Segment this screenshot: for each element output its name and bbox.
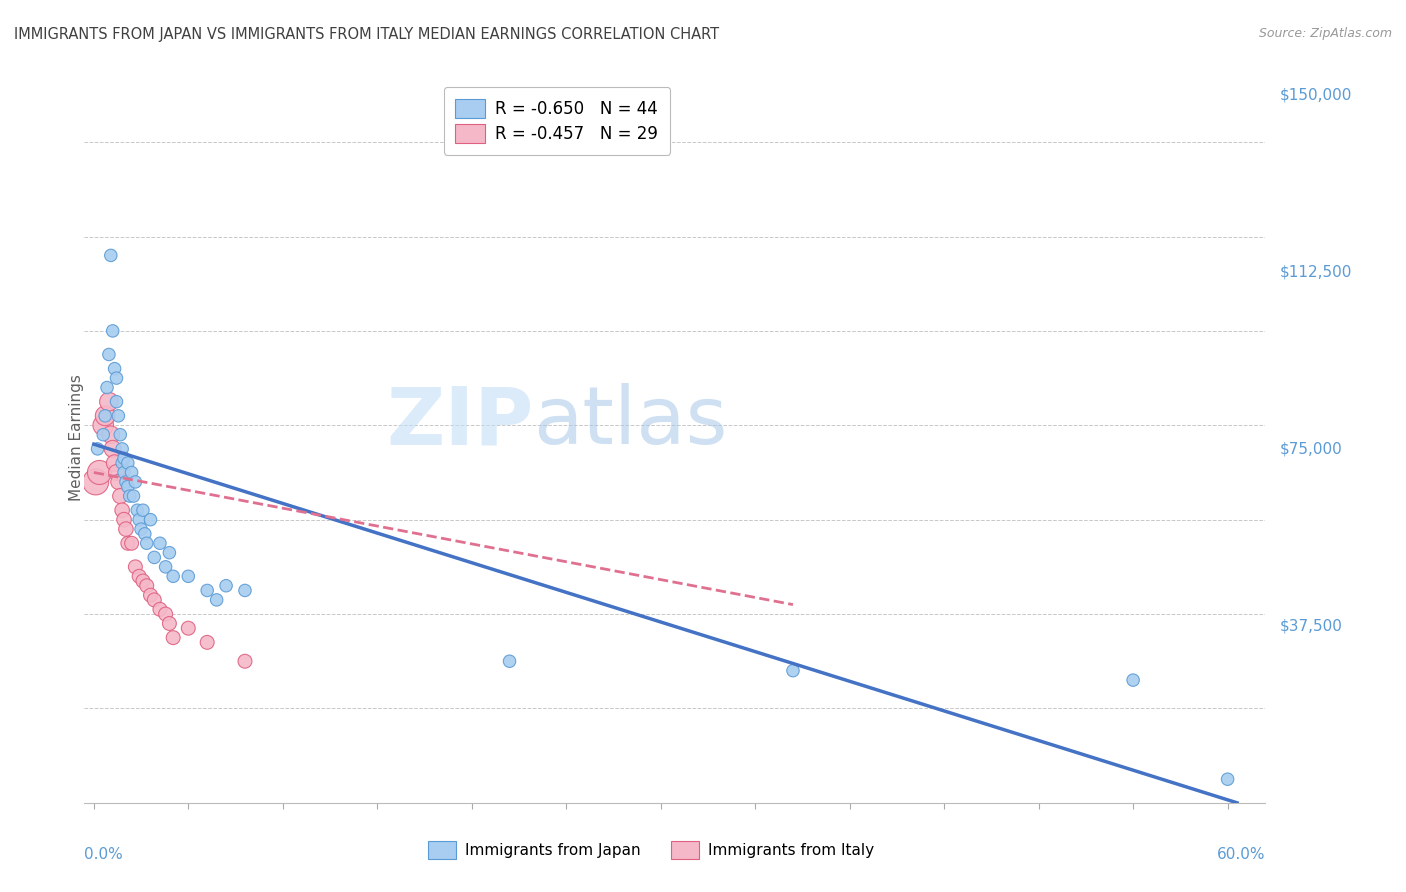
Point (143, 550, 166, 565)
Point (128, 513, 150, 527)
Point (122, 489, 145, 503)
Point (111, 503, 134, 517)
Text: IMMIGRANTS FROM JAPAN VS IMMIGRANTS FROM ITALY MEDIAN EARNINGS CORRELATION CHART: IMMIGRANTS FROM JAPAN VS IMMIGRANTS FROM… (14, 27, 720, 42)
Point (177, 569, 200, 583)
Point (195, 583, 218, 598)
Point (104, 456, 127, 470)
Text: atlas: atlas (533, 384, 727, 461)
Text: 0.0%: 0.0% (84, 847, 124, 862)
Point (205, 593, 228, 607)
Point (135, 536, 157, 550)
Point (84, 475, 107, 489)
Point (1216, 772, 1239, 787)
Point (195, 635, 218, 649)
Point (129, 522, 152, 536)
Text: $37,500: $37,500 (1279, 618, 1343, 633)
Text: Source: ZipAtlas.com: Source: ZipAtlas.com (1258, 27, 1392, 40)
Point (97, 394, 120, 409)
Point (115, 522, 138, 536)
Point (498, 654, 520, 668)
Point (105, 394, 128, 409)
Point (233, 583, 256, 598)
Point (115, 475, 138, 489)
Point (104, 361, 127, 376)
Point (86, 442, 108, 456)
Y-axis label: Median Earnings: Median Earnings (69, 374, 83, 500)
Point (782, 664, 804, 678)
Point (111, 442, 134, 456)
Point (110, 427, 132, 442)
Point (121, 466, 143, 480)
Point (111, 456, 134, 470)
Point (107, 475, 129, 489)
Point (101, 442, 124, 456)
Point (155, 607, 177, 621)
Point (110, 489, 132, 503)
Point (100, 427, 122, 442)
Point (162, 569, 184, 583)
Point (127, 503, 149, 517)
Point (149, 602, 172, 616)
Point (89, 466, 111, 480)
Point (157, 616, 180, 631)
Text: ZIP: ZIP (385, 384, 533, 461)
Point (128, 569, 150, 583)
Point (118, 489, 141, 503)
Point (107, 409, 129, 423)
Point (112, 466, 135, 480)
Point (97, 347, 120, 361)
Point (105, 371, 128, 385)
Point (117, 456, 139, 470)
Point (121, 536, 143, 550)
Point (101, 324, 124, 338)
Point (112, 451, 135, 466)
Point (233, 654, 256, 668)
Point (162, 631, 184, 645)
Point (124, 559, 146, 574)
Point (157, 546, 180, 560)
Text: $112,500: $112,500 (1279, 264, 1351, 279)
Point (132, 574, 155, 588)
Point (91, 418, 114, 433)
Text: 60.0%: 60.0% (1218, 847, 1265, 862)
Point (139, 588, 162, 602)
Point (91, 427, 114, 442)
Point (117, 480, 139, 494)
Text: $150,000: $150,000 (1279, 87, 1351, 103)
Point (117, 536, 139, 550)
Point (124, 475, 146, 489)
Point (143, 593, 166, 607)
Point (135, 579, 157, 593)
Point (94, 409, 117, 423)
Text: $75,000: $75,000 (1279, 442, 1343, 457)
Point (134, 526, 156, 541)
Point (105, 466, 128, 480)
Point (177, 621, 200, 635)
Point (94, 409, 117, 423)
Point (215, 579, 238, 593)
Point (1122, 673, 1144, 687)
Point (132, 503, 155, 517)
Point (155, 559, 177, 574)
Point (112, 513, 135, 527)
Point (139, 513, 162, 527)
Point (96, 380, 118, 394)
Point (149, 536, 172, 550)
Point (100, 248, 122, 262)
Legend: Immigrants from Japan, Immigrants from Italy: Immigrants from Japan, Immigrants from I… (419, 832, 883, 868)
